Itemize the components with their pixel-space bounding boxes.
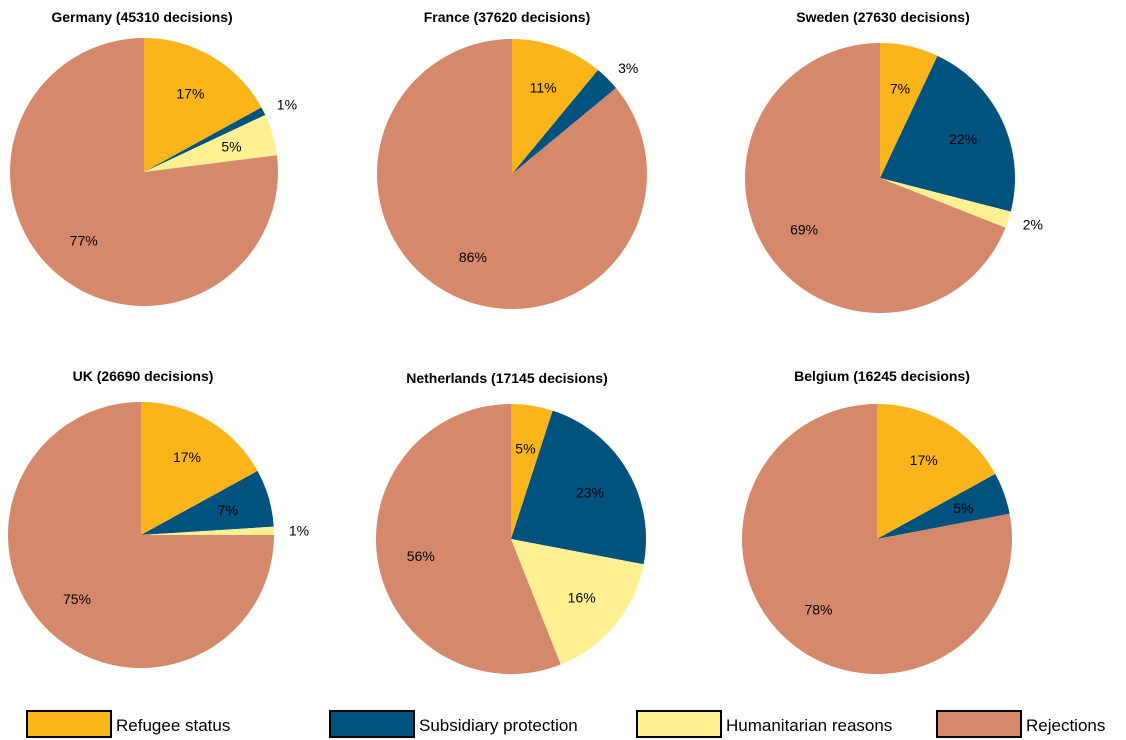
pie-slice-subsidiary-protection (880, 55, 1015, 212)
pie-germany: Germany (45310 decisions) 17% 1% 5% 77% (9, 9, 297, 306)
pie-slice-label: 77% (70, 232, 98, 248)
legend-label: Humanitarian reasons (726, 716, 892, 735)
pie-slice-refugee-status (141, 402, 258, 535)
pie-slice-label: 22% (949, 131, 977, 147)
pie-slice-humanitarian-reasons (141, 526, 274, 535)
pie-slice-subsidiary-protection (511, 410, 647, 565)
pie-slice-rejections (9, 38, 278, 306)
legend: Refugee status Subsidiary protection Human… (26, 710, 1105, 738)
pie-slice-label: 2% (1023, 216, 1043, 232)
pie-belgium: Belgium (16245 decisions) 17% 5% 78% (742, 368, 1013, 675)
legend-item-subsidiary-protection: Subsidiary protection (329, 710, 578, 738)
pie-title: Germany (45310 decisions) (51, 9, 232, 25)
pie-title: Netherlands (17145 decisions) (406, 370, 608, 386)
legend-label: Rejections (1026, 716, 1105, 735)
pie-slice-label: 17% (910, 452, 938, 468)
pie-slice-humanitarian-reasons (880, 178, 1011, 228)
pie-slice-refugee-status (511, 404, 553, 539)
pie-slice-rejections (376, 39, 647, 309)
pie-slice-refugee-status (877, 403, 996, 539)
pie-title: Belgium (16245 decisions) (794, 368, 970, 384)
pie-slice-rejections (742, 404, 1013, 675)
pie-slice-label: 1% (277, 96, 297, 112)
pie-slice-refugee-status (512, 39, 599, 174)
legend-label: Subsidiary protection (419, 716, 578, 735)
legend-swatch (936, 710, 1022, 738)
pie-slice-label: 69% (790, 222, 818, 238)
pie-slice-label: 7% (890, 80, 910, 96)
pie-slice-humanitarian-reasons (144, 114, 277, 172)
pie-slice-label: 56% (407, 548, 435, 564)
pie-slice-subsidiary-protection (512, 69, 617, 174)
pie-slice-label: 3% (618, 60, 638, 76)
legend-item-rejections: Rejections (936, 710, 1105, 738)
pie-slice-label: 75% (63, 591, 91, 607)
pie-slice-rejections (8, 402, 274, 668)
legend-swatch (329, 710, 415, 738)
pie-slice-label: 23% (576, 484, 604, 500)
pie-slice-label: 17% (173, 449, 201, 465)
pie-slice-rejections (745, 43, 1006, 313)
pie-slice-label: 5% (221, 139, 241, 155)
legend-swatch (636, 710, 722, 738)
pie-slice-subsidiary-protection (144, 107, 266, 172)
pie-slice-subsidiary-protection (141, 470, 274, 535)
legend-label: Refugee status (116, 716, 230, 735)
pie-slice-label: 78% (804, 602, 832, 618)
pie-slice-subsidiary-protection (877, 473, 1010, 539)
pie-france: France (37620 decisions) 11% 3% 86% (376, 9, 647, 309)
legend-item-humanitarian-reasons: Humanitarian reasons (636, 710, 892, 738)
pie-title: Sweden (27630 decisions) (796, 9, 970, 25)
pie-slice-rejections (376, 404, 561, 675)
pie-title: UK (26690 decisions) (73, 368, 214, 384)
pie-netherlands: Netherlands (17145 decisions) 5% 23% 16% 56% (376, 370, 647, 675)
pie-slice-refugee-status (880, 43, 938, 178)
pie-slice-label: 7% (218, 502, 238, 518)
pie-slice-refugee-status (144, 38, 262, 172)
pie-slice-label: 5% (515, 440, 535, 456)
pie-slice-label: 5% (953, 500, 973, 516)
pie-slice-label: 86% (459, 249, 487, 265)
pie-slice-label: 11% (530, 80, 557, 96)
pie-slice-label: 17% (176, 86, 204, 102)
pie-slice-humanitarian-reasons (511, 539, 644, 665)
pie-sweden: Sweden (27630 decisions) 7% 22% 2% 69% (745, 9, 1043, 313)
pie-slice-label: 1% (289, 522, 309, 538)
pie-slice-label: 16% (568, 590, 596, 606)
pie-title: France (37620 decisions) (424, 9, 591, 25)
legend-item-refugee-status: Refugee status (26, 710, 230, 738)
pie-uk: UK (26690 decisions) 17% 7% 1% 75% (8, 368, 309, 668)
legend-swatch (26, 710, 112, 738)
